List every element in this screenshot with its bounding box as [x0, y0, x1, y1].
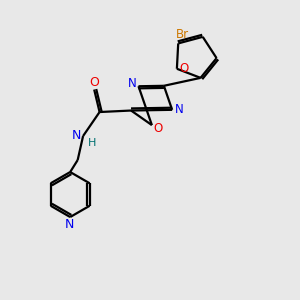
Text: O: O	[154, 122, 163, 135]
Text: N: N	[65, 218, 74, 231]
Text: N: N	[174, 103, 183, 116]
Text: N: N	[128, 77, 136, 90]
Text: O: O	[89, 76, 99, 89]
Text: O: O	[180, 62, 189, 75]
Text: H: H	[88, 138, 96, 148]
Text: Br: Br	[176, 28, 189, 41]
Text: N: N	[72, 129, 81, 142]
